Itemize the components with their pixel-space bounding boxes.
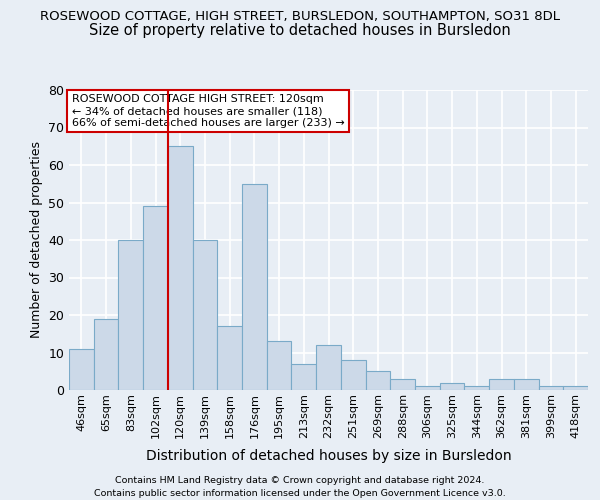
Bar bbox=[489, 379, 514, 390]
Y-axis label: Number of detached properties: Number of detached properties bbox=[29, 142, 43, 338]
Bar bbox=[143, 206, 168, 390]
Bar bbox=[242, 184, 267, 390]
Bar bbox=[514, 379, 539, 390]
Bar bbox=[292, 364, 316, 390]
Bar bbox=[267, 341, 292, 390]
Bar bbox=[217, 326, 242, 390]
Text: Size of property relative to detached houses in Bursledon: Size of property relative to detached ho… bbox=[89, 22, 511, 38]
Bar bbox=[69, 349, 94, 390]
Text: ROSEWOOD COTTAGE, HIGH STREET, BURSLEDON, SOUTHAMPTON, SO31 8DL: ROSEWOOD COTTAGE, HIGH STREET, BURSLEDON… bbox=[40, 10, 560, 23]
Text: Contains HM Land Registry data © Crown copyright and database right 2024.: Contains HM Land Registry data © Crown c… bbox=[115, 476, 485, 485]
Bar bbox=[341, 360, 365, 390]
Bar bbox=[539, 386, 563, 390]
Bar bbox=[440, 382, 464, 390]
Bar bbox=[316, 345, 341, 390]
Bar bbox=[464, 386, 489, 390]
Bar bbox=[390, 379, 415, 390]
Bar bbox=[193, 240, 217, 390]
Bar bbox=[563, 386, 588, 390]
Bar bbox=[365, 371, 390, 390]
Bar bbox=[118, 240, 143, 390]
Text: ROSEWOOD COTTAGE HIGH STREET: 120sqm
← 34% of detached houses are smaller (118)
: ROSEWOOD COTTAGE HIGH STREET: 120sqm ← 3… bbox=[71, 94, 344, 128]
Bar bbox=[415, 386, 440, 390]
Bar bbox=[168, 146, 193, 390]
X-axis label: Distribution of detached houses by size in Bursledon: Distribution of detached houses by size … bbox=[146, 449, 511, 463]
Text: Contains public sector information licensed under the Open Government Licence v3: Contains public sector information licen… bbox=[94, 489, 506, 498]
Bar bbox=[94, 319, 118, 390]
